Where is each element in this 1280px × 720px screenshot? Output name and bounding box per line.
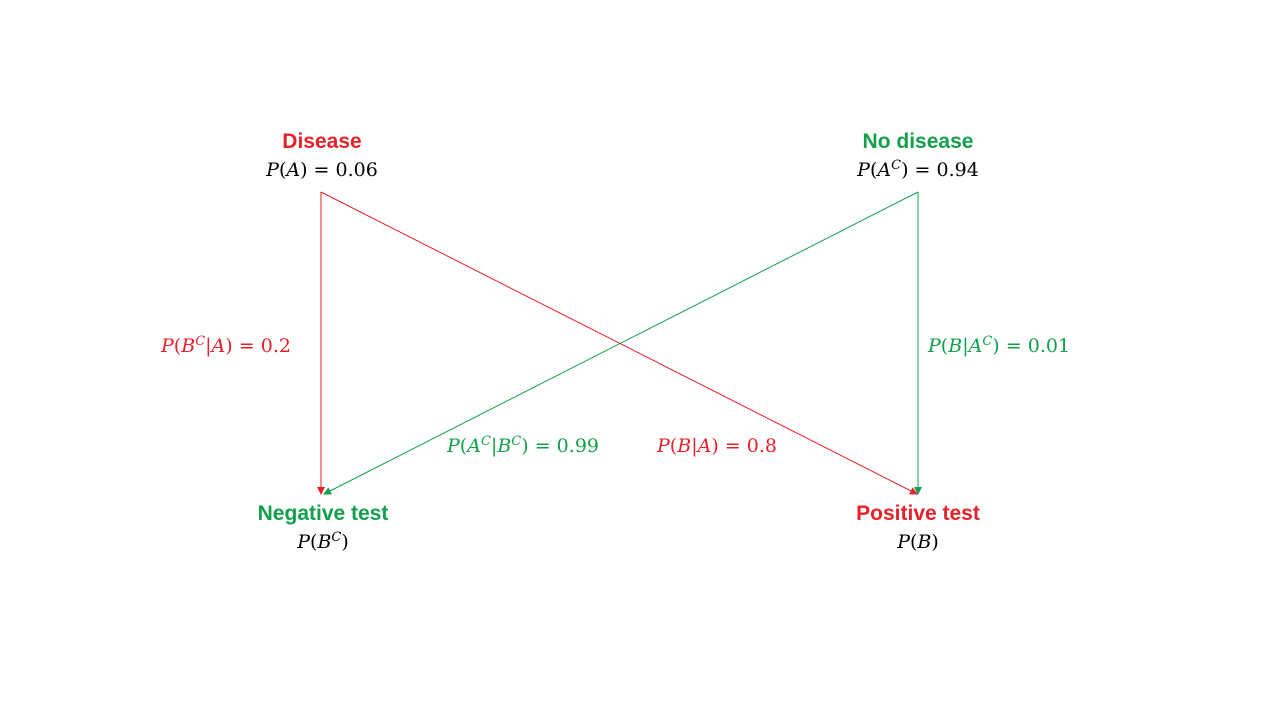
node-positive-test-probability: P(B) xyxy=(897,531,939,553)
edge-label-nodisease-to-positive: P(B|AC) = 0.01 xyxy=(928,333,1071,357)
node-disease: Disease P(A) = 0.06 xyxy=(202,128,442,184)
edge-label-nodisease-to-negative: P(AC|BC) = 0.99 xyxy=(447,433,599,457)
edge-nodisease-to-negative xyxy=(323,191,919,495)
node-no-disease: No disease P(AC) = 0.94 xyxy=(798,128,1038,184)
node-disease-probability: P(A) = 0.06 xyxy=(266,159,378,181)
edge-label-disease-to-negative: P(BC|A) = 0.2 xyxy=(161,333,291,357)
node-negative-test-title: Negative test xyxy=(257,502,389,525)
edge-disease-to-positive xyxy=(320,191,918,495)
node-negative-test-probability: P(BC) xyxy=(297,529,349,553)
node-positive-test: Positive test P(B) xyxy=(798,500,1038,556)
node-negative-test: Negative test P(BC) xyxy=(203,500,443,556)
node-no-disease-title: No disease xyxy=(862,130,974,153)
edge-label-disease-to-positive: P(B|A) = 0.8 xyxy=(657,435,777,457)
node-positive-test-title: Positive test xyxy=(856,502,980,525)
node-disease-title: Disease xyxy=(282,130,362,153)
node-no-disease-probability: P(AC) = 0.94 xyxy=(857,157,979,181)
